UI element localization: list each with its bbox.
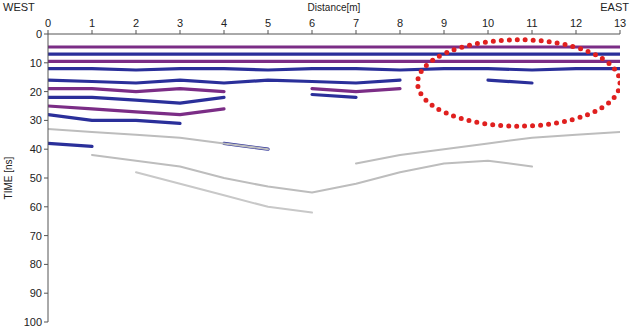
reflector-line (48, 69, 620, 70)
chart: 0123456789101112130102030405060708090100… (0, 0, 633, 335)
reflector-line (48, 95, 356, 104)
y-tick (44, 178, 48, 179)
x-tick-label: 1 (89, 17, 95, 29)
y-tick-label: 100 (24, 316, 42, 328)
y-tick (44, 91, 48, 92)
x-tick-label: 13 (614, 17, 626, 29)
east-label: EAST (600, 1, 629, 13)
x-tick-label: 6 (309, 17, 315, 29)
x-axis-title: Distance[m] (308, 2, 361, 13)
y-tick-label: 80 (30, 258, 42, 270)
x-tick (180, 30, 181, 34)
y-tick (44, 293, 48, 294)
x-tick (356, 30, 357, 34)
x-tick-label: 4 (221, 17, 227, 29)
x-tick-label: 7 (353, 17, 359, 29)
x-tick (576, 30, 577, 34)
x-tick-label: 12 (570, 17, 582, 29)
x-tick-label: 9 (441, 17, 447, 29)
x-tick (224, 30, 225, 34)
x-tick-label: 5 (265, 17, 271, 29)
plot-area (48, 34, 620, 322)
x-tick (620, 30, 621, 34)
reflector-line (92, 155, 532, 192)
reflector-line (48, 115, 180, 124)
reflector-line (48, 53, 620, 56)
y-tick (44, 264, 48, 265)
reflector-line (48, 106, 224, 115)
y-tick (44, 235, 48, 236)
reflector-line (48, 80, 532, 83)
x-tick-label: 3 (177, 17, 183, 29)
y-tick-label: 70 (30, 230, 42, 242)
x-tick (532, 30, 533, 34)
y-tick (44, 322, 48, 323)
y-tick (44, 62, 48, 63)
x-tick-label: 2 (133, 17, 139, 29)
highlight-ellipse (418, 40, 620, 126)
y-tick-label: 10 (30, 57, 42, 69)
y-tick (44, 206, 48, 207)
x-tick (488, 30, 489, 34)
x-tick (444, 30, 445, 34)
x-tick (312, 30, 313, 34)
y-axis-title: TIME [ns] (3, 156, 14, 199)
reflector-line (48, 129, 620, 164)
y-tick-label: 40 (30, 143, 42, 155)
y-tick-label: 20 (30, 86, 42, 98)
reflector-line (48, 89, 400, 92)
data-group (48, 40, 620, 213)
x-tick (48, 30, 49, 34)
x-tick (92, 30, 93, 34)
reflector-line (136, 172, 312, 212)
y-tick-label: 0 (36, 28, 42, 40)
x-tick-label: 10 (482, 17, 494, 29)
y-tick-label: 30 (30, 114, 42, 126)
y-tick (44, 34, 48, 35)
x-tick (136, 30, 137, 34)
x-tick-label: 11 (526, 17, 537, 29)
y-tick-label: 50 (30, 172, 42, 184)
y-tick (44, 149, 48, 150)
west-label: WEST (3, 1, 35, 13)
y-tick-label: 90 (30, 287, 42, 299)
x-tick-label: 0 (45, 17, 51, 29)
y-tick-label: 60 (30, 201, 42, 213)
x-tick (400, 30, 401, 34)
x-tick-label: 8 (397, 17, 403, 29)
y-tick (44, 120, 48, 121)
x-axis (48, 34, 620, 35)
x-tick (268, 30, 269, 34)
reflector-line (48, 45, 620, 48)
reflector-line (48, 60, 620, 63)
